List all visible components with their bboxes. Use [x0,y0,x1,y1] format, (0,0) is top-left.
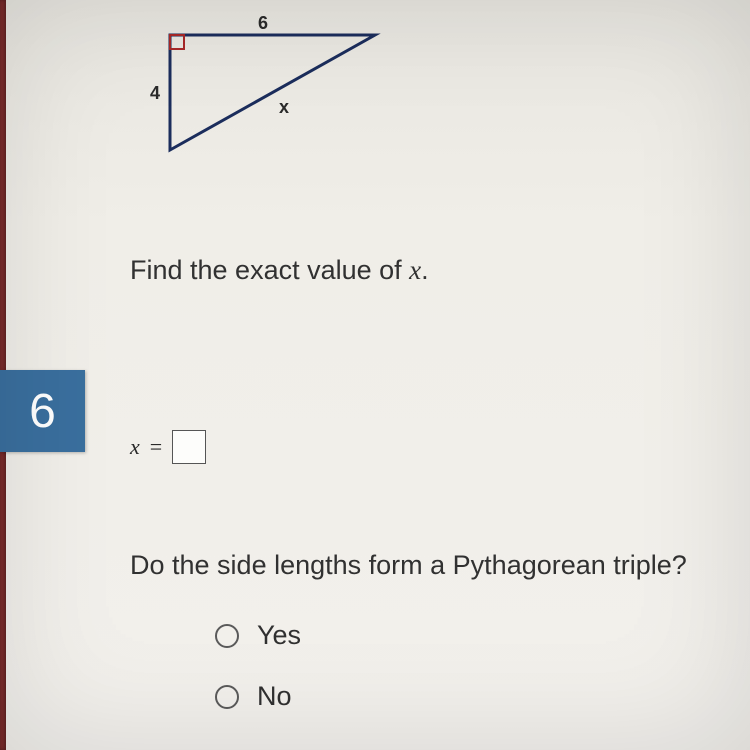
option-yes-label: Yes [257,620,301,651]
eq-symbol: = [150,434,162,460]
triangle-label-hyp: x [279,97,289,117]
question-number: 6 [29,384,56,439]
question-content: 6 4 x Find the exact value of x. 6 x = D… [0,0,750,750]
triangle-svg: 6 4 x [140,15,420,185]
answer-equation-row: x = [130,430,206,464]
option-no-label: No [257,681,292,712]
prompt-find-x-text: Find the exact value of [130,255,409,285]
prompt-find-x-var: x [409,255,421,285]
triangle-label-top: 6 [258,15,268,33]
question-number-badge: 6 [0,370,85,452]
prompt-pythagorean-text: Do the side lengths form a Pythagorean t… [130,550,687,580]
answer-input-box[interactable] [172,430,206,464]
prompt-pythagorean: Do the side lengths form a Pythagorean t… [130,550,687,581]
radio-icon [215,624,239,648]
pythagorean-options: Yes No [215,620,301,712]
radio-icon [215,685,239,709]
triangle-polygon [170,35,375,150]
triangle-figure: 6 4 x [140,15,440,195]
option-yes[interactable]: Yes [215,620,301,651]
right-angle-box-icon [170,35,184,49]
prompt-find-x-tail: . [421,255,429,285]
option-no[interactable]: No [215,681,301,712]
eq-lhs: x [130,434,140,460]
triangle-label-left: 4 [150,83,160,103]
prompt-find-x: Find the exact value of x. [130,255,429,286]
